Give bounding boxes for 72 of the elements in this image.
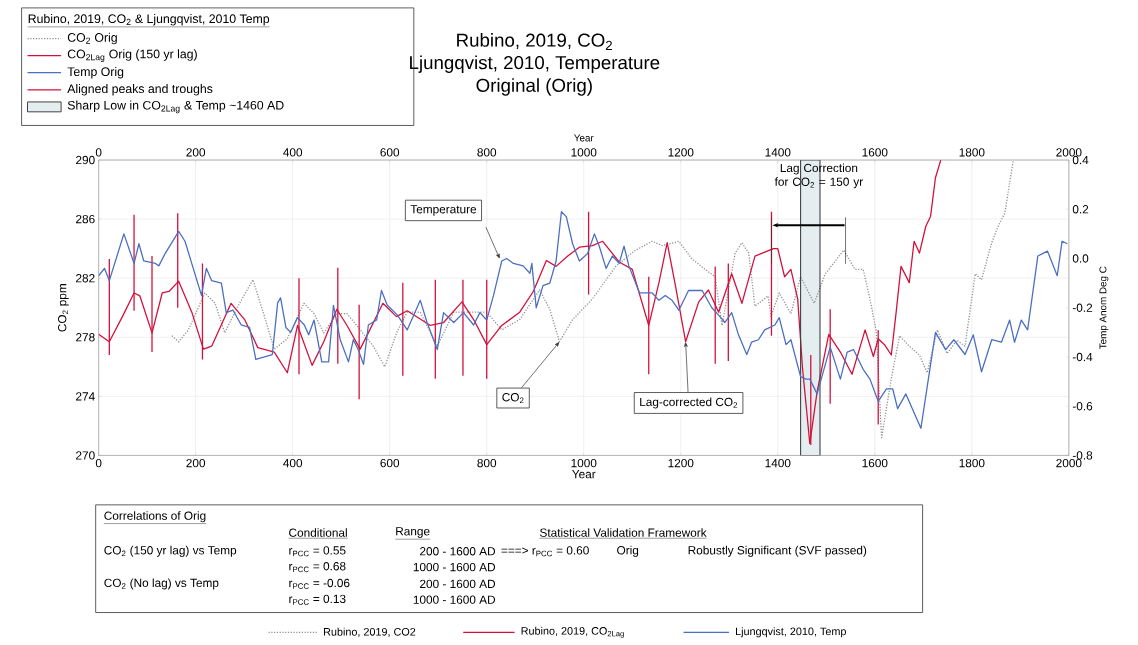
x-tick-label: 1400 [765, 148, 791, 157]
text: Rubino, 2019, CO$_{2Lag}$ [521, 626, 624, 638]
annotation: Temperature [410, 205, 477, 216]
y-tick-label: 274 [76, 392, 95, 401]
x2-tick-label: 1200 [668, 458, 694, 468]
x2-tick-label: 800 [477, 458, 497, 468]
text: Ljungqvist, 2010, Temp [736, 627, 846, 638]
legend-title: Rubino, 2019, CO$_{2}$ & Ljungqvist, 2010 Temp [28, 13, 270, 26]
text: 1000 - 1600 AD [413, 595, 496, 604]
x-tick-label: 1600 [862, 148, 888, 157]
text: Rubino, 2019, CO2 [324, 627, 416, 637]
x-tick-label: 2000 [1056, 148, 1082, 157]
text: ===> r$_{PCC}$ = 0.60 [501, 546, 589, 557]
x2-tick-label: 0 [95, 458, 102, 468]
x2-tick-label: 1600 [862, 458, 888, 468]
y-tick-label: 282 [76, 273, 95, 283]
legend-label: Sharp Low in CO$_{2Lag}$ & Temp ~1460 AD [67, 100, 284, 114]
legend-label: Aligned peaks and troughs [67, 83, 213, 96]
x-tick-label: 400 [283, 148, 303, 157]
text: Original (Orig) [476, 78, 592, 96]
chart-subtitle: Ljungqvist, 2010, Temperature [410, 55, 660, 73]
text: 200 - 1600 AD [420, 579, 496, 588]
text: 200 - 1600 AD [420, 547, 496, 556]
y2-tick-label: 0.2 [1072, 205, 1089, 214]
y2-tick-label: 0.0 [1072, 254, 1089, 263]
text: Orig [617, 545, 639, 557]
text: Statistical Validation Framework [540, 528, 707, 537]
legend-label: Temp Orig [67, 66, 124, 79]
y2-axis-title: Temp Anom Deg C [1099, 266, 1109, 350]
y-axis-title: CO$_{2}$ ppm [58, 284, 69, 332]
line-series [98, 159, 942, 445]
annotation: Lag-corrected CO$_{2}$ [640, 397, 738, 409]
legend-label: CO$_{2Lag}$ Orig (150 yr lag) [67, 49, 197, 62]
chart-title: Rubino, 2019, CO$_{2}$ [457, 33, 612, 50]
x2-axis-title: Year [574, 134, 594, 142]
y-tick-label: 278 [76, 333, 95, 342]
annotation: CO$_{2}$ [502, 392, 524, 403]
y-tick-label: 270 [76, 451, 95, 460]
x2-tick-label: 2000 [1056, 458, 1082, 468]
x2-tick-label: 1400 [765, 458, 791, 468]
x2-tick-label: 200 [186, 458, 206, 468]
text: Robustly Significant (SVF passed) [688, 545, 867, 557]
text: Range [396, 527, 430, 538]
x-tick-label: 1800 [959, 148, 985, 157]
text: 1000 - 1600 AD [413, 562, 496, 572]
x2-tick-label: 400 [283, 458, 303, 468]
text: CO$_{2}$ (150 yr lag) vs Temp [104, 545, 237, 557]
text: Correlations of Orig [104, 511, 206, 523]
y2-tick-label: -0.4 [1072, 352, 1093, 362]
text: CO$_{2}$ (No lag) vs Temp [104, 578, 219, 590]
x-tick-label: 200 [186, 148, 206, 157]
y2-tick-label: -0.6 [1072, 401, 1093, 411]
text: r$_{PCC}$ = 0.68 [289, 561, 346, 573]
text: r$_{PCC}$ = -0.06 [289, 578, 350, 589]
y2-tick-label: -0.8 [1072, 451, 1093, 460]
text: r$_{PCC}$ = 0.13 [289, 594, 346, 605]
x-axis-title: Year [572, 470, 596, 479]
legend-label: CO$_{2}$ Orig [67, 32, 117, 45]
x-tick-label: 600 [380, 148, 400, 157]
y-tick-label: 286 [76, 214, 95, 224]
y2-tick-label: 0.4 [1072, 155, 1089, 165]
x-tick-label: 0 [95, 148, 102, 157]
x-tick-label: 800 [477, 148, 497, 157]
x-tick-label: 1200 [668, 148, 694, 157]
x2-tick-label: 1800 [959, 458, 985, 468]
y2-tick-label: -0.2 [1072, 303, 1093, 312]
x-tick-label: 1000 [571, 148, 597, 157]
text: Conditional [289, 528, 347, 537]
x2-tick-label: 1000 [571, 458, 597, 468]
text: r$_{PCC}$ = 0.55 [289, 546, 346, 557]
y-tick-label: 290 [76, 155, 95, 165]
x2-tick-label: 600 [380, 458, 400, 468]
